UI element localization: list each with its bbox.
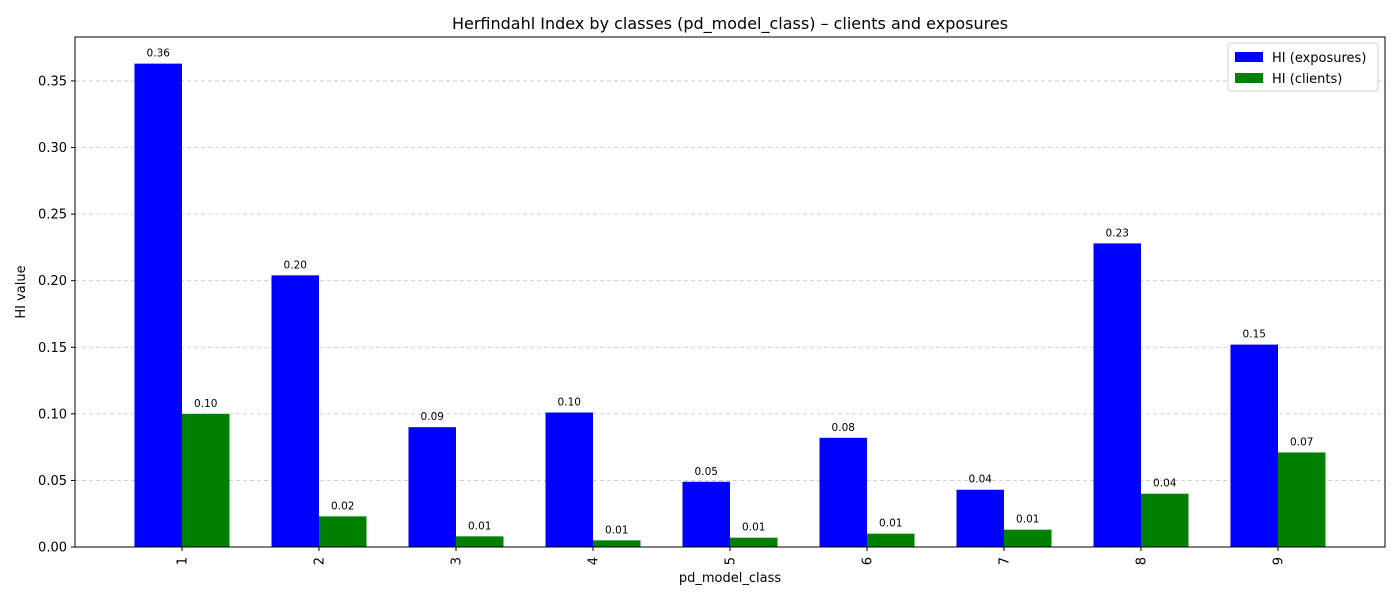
data-label: 0.01 — [879, 518, 902, 530]
legend-entry: HI (exposures) — [1272, 51, 1366, 66]
chart-title: Herfindahl Index by classes (pd_model_cl… — [452, 14, 1008, 34]
data-label: 0.01 — [1016, 514, 1039, 526]
data-label: 0.15 — [1243, 329, 1266, 341]
y-tick-label: 0.15 — [38, 341, 67, 356]
bar-clients — [456, 536, 504, 547]
y-tick-label: 0.20 — [38, 274, 67, 289]
data-label: 0.09 — [421, 411, 444, 423]
y-tick-label: 0.00 — [38, 541, 67, 556]
legend-swatch — [1235, 52, 1263, 62]
x-tick-label: 5 — [724, 557, 739, 565]
legend: HI (exposures) HI (clients) — [1227, 42, 1379, 92]
legend-swatch — [1235, 73, 1263, 83]
x-tick-label: 6 — [861, 557, 876, 565]
data-label: 0.01 — [468, 520, 491, 532]
bar-exposures — [545, 412, 593, 547]
data-label: 0.36 — [147, 48, 171, 60]
y-tick-label: 0.35 — [38, 74, 67, 89]
data-label: 0.07 — [1290, 436, 1313, 448]
data-label: 0.08 — [832, 422, 855, 434]
bar-exposures — [1230, 344, 1278, 547]
bar-clients — [867, 533, 915, 547]
y-tick-label: 0.10 — [38, 407, 67, 422]
data-label: 0.20 — [284, 259, 307, 271]
bar-clients — [1141, 493, 1189, 547]
bar-exposures — [1093, 243, 1141, 548]
x-tick-label: 3 — [450, 557, 465, 565]
bars — [134, 63, 1326, 548]
y-tick-label: 0.05 — [38, 474, 67, 489]
x-axis-ticks: 1 2 3 4 5 6 7 8 9 — [176, 547, 1287, 565]
x-tick-label: 2 — [313, 557, 328, 565]
bar-clients — [593, 540, 641, 547]
bar-exposures — [408, 427, 456, 547]
bar-clients — [182, 413, 230, 547]
bar-clients — [319, 516, 367, 547]
y-tick-label: 0.30 — [38, 141, 67, 156]
y-tick-label: 0.25 — [38, 208, 67, 223]
data-label: 0.23 — [1106, 227, 1129, 239]
legend-box — [1227, 42, 1379, 92]
legend-entry: HI (clients) — [1272, 72, 1342, 87]
data-label: 0.04 — [969, 474, 993, 486]
data-label: 0.10 — [194, 398, 217, 410]
bar-exposures — [134, 63, 182, 547]
data-label: 0.10 — [558, 397, 581, 409]
x-tick-label: 4 — [587, 557, 602, 565]
y-axis-ticks: 0.00 0.05 0.10 0.15 0.20 0.25 0.30 0.35 — [38, 74, 75, 556]
bar-exposures — [271, 275, 319, 547]
y-axis-label: HI value — [14, 265, 29, 318]
data-label: 0.02 — [331, 500, 354, 512]
data-label: 0.01 — [605, 524, 628, 536]
bar-clients — [1278, 452, 1326, 547]
bar-exposures — [682, 481, 730, 547]
x-tick-label: 9 — [1272, 557, 1287, 565]
bar-exposures — [819, 437, 867, 547]
bar-clients — [1004, 529, 1052, 547]
data-labels: 0.36 0.20 0.09 0.10 0.05 0.08 0.04 0.23 0.15 0.10… — [147, 48, 1314, 537]
x-axis-label: pd_model_class — [679, 571, 781, 586]
x-tick-label: 7 — [998, 557, 1013, 565]
x-tick-label: 1 — [176, 557, 191, 565]
bar-clients — [730, 537, 778, 547]
bar-exposures — [956, 489, 1004, 547]
x-tick-label: 8 — [1135, 557, 1150, 565]
data-label: 0.04 — [1153, 478, 1177, 490]
data-label: 0.01 — [742, 522, 765, 534]
data-label: 0.05 — [695, 466, 718, 478]
